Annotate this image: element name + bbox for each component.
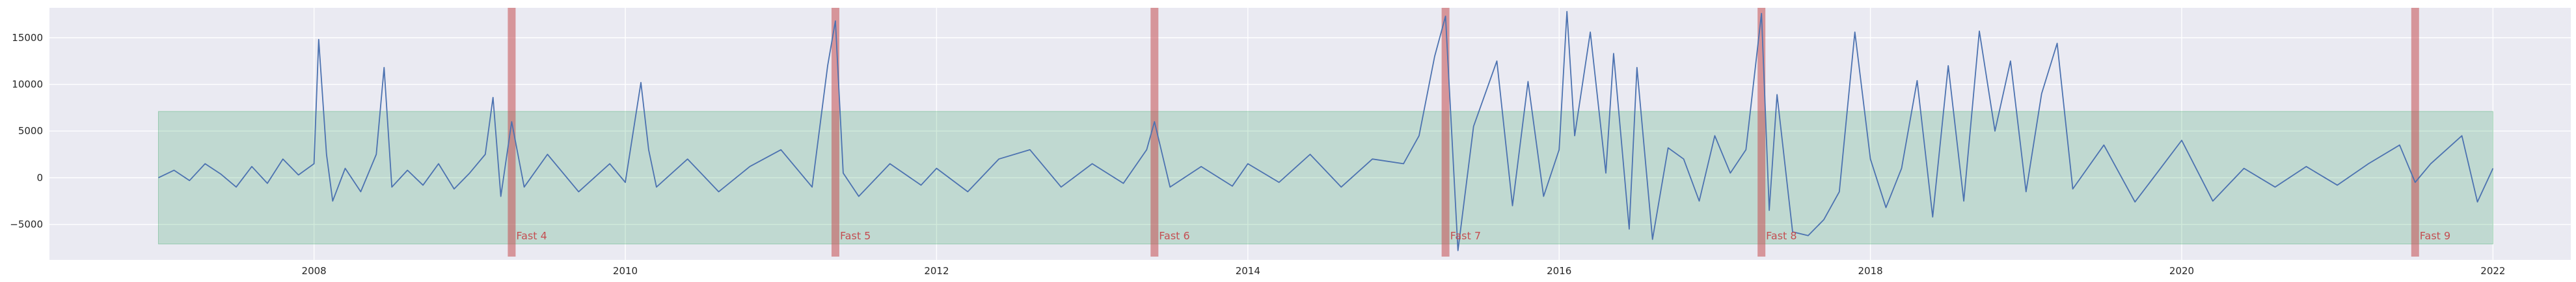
event-marker-bar — [2411, 8, 2419, 257]
x-axis-ticks: 2008 2010 2012 2014 2016 2018 2020 2022 — [302, 265, 2506, 277]
x-tick-label: 2014 — [1236, 265, 1260, 277]
event-marker-bar — [1441, 8, 1450, 257]
grid-lines — [49, 8, 2571, 260]
event-marker-label: Fast 9 — [2420, 229, 2450, 242]
y-tick-label: −5000 — [10, 219, 43, 231]
x-tick-label: 2010 — [613, 265, 638, 277]
series-line — [158, 10, 2494, 251]
y-tick-label: 15000 — [12, 32, 43, 44]
marker-labels: Fast 4 Fast 5 Fast 6 Fast 7 Fast 8 Fast 9 — [516, 229, 2450, 242]
y-tick-label: 0 — [36, 172, 43, 184]
event-marker-label: Fast 7 — [1450, 229, 1481, 242]
event-marker-bar — [1150, 8, 1159, 257]
event-marker-label: Fast 4 — [516, 229, 547, 242]
x-tick-label: 2020 — [2169, 265, 2194, 277]
x-tick-label: 2018 — [1858, 265, 1883, 277]
x-tick-label: 2022 — [2480, 265, 2505, 277]
range-band — [157, 111, 2493, 245]
event-marker-bar — [508, 8, 516, 257]
y-axis-ticks: −5000 0 5000 10000 15000 — [10, 32, 43, 231]
event-marker-bar — [831, 8, 839, 257]
event-marker-label: Fast 8 — [1766, 229, 1796, 242]
x-tick-label: 2008 — [302, 265, 327, 277]
event-marker-label: Fast 5 — [840, 229, 871, 242]
y-tick-label: 10000 — [12, 79, 43, 91]
x-tick-label: 2012 — [924, 265, 949, 277]
x-tick-label: 2016 — [1547, 265, 1571, 277]
plot-background — [49, 8, 2571, 260]
event-marker-label: Fast 6 — [1159, 229, 1189, 242]
event-marker-bar — [1757, 8, 1766, 257]
range-band-area — [157, 111, 2493, 245]
series-lines — [158, 10, 2494, 251]
y-tick-label: 5000 — [18, 125, 43, 137]
